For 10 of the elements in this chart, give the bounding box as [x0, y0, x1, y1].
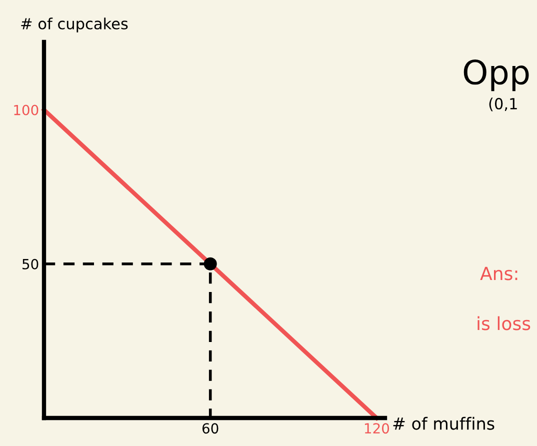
text: (0,1 — [489, 98, 517, 112]
text: Ans: — [480, 266, 518, 280]
x-tick-label: 120 — [364, 423, 390, 434]
text: Opp — [464, 59, 529, 92]
y-tick-label: 100 — [14, 104, 38, 116]
x-tick-label: 60 — [202, 423, 218, 434]
y-tick-label: 50 — [22, 258, 38, 270]
text: is loss — [478, 316, 530, 330]
y-axis-title: # of cupcakes — [21, 18, 128, 32]
x-axis-title: # of muffins — [393, 416, 494, 430]
